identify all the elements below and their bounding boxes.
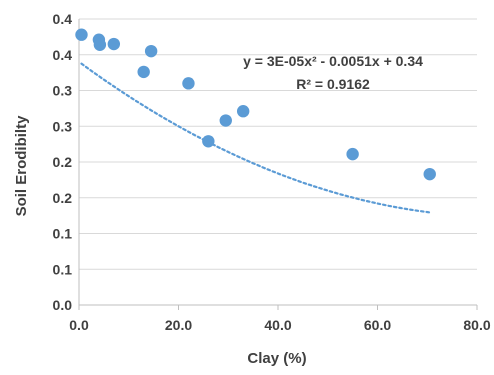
x-tick-label-4: 80.0 [463,317,490,333]
data-point-7 [202,135,215,148]
x-axis-title: Clay (%) [247,350,306,367]
gridlines [79,18,477,270]
data-point-10 [346,147,359,161]
axes [78,19,478,310]
data-point-0 [75,28,88,41]
y-tick-label-8: 0.4 [53,11,73,27]
y-tick-label-1: 0.1 [53,261,73,277]
data-point-6 [182,77,195,90]
trendline [80,62,431,214]
x-tick-label-2: 40.0 [264,317,291,333]
data-points [75,28,436,181]
y-tick-label-4: 0.2 [53,154,73,170]
y-tick-labels: 0.0 0.1 0.1 0.2 0.2 0.3 0.3 0.4 0.4 [53,11,73,313]
y-tick-label-6: 0.3 [53,83,73,99]
y-axis-title: Soil Erodibilty [13,115,30,216]
trendline-equation: y = 3E-05x² - 0.0051x + 0.34 [243,53,423,69]
data-point-8 [219,114,232,127]
y-tick-label-5: 0.3 [53,118,73,134]
y-tick-label-2: 0.1 [53,226,73,242]
data-point-11 [423,167,436,181]
x-tick-label-1: 20.0 [165,317,192,333]
y-tick-label-3: 0.2 [53,190,73,206]
y-tick-label-7: 0.4 [53,47,73,63]
y-tick-label-0: 0.0 [53,297,73,313]
data-point-3 [107,37,121,51]
data-point-9 [236,105,250,118]
x-tick-label-0: 0.0 [69,317,89,333]
data-point-2 [93,38,107,51]
data-point-5 [144,44,158,58]
x-tick-labels: 0.0 20.0 40.0 60.0 80.0 [69,317,491,333]
r-squared-label: R² = 0.9162 [296,76,370,92]
x-tick-label-3: 60.0 [364,317,391,333]
data-point-4 [137,65,150,79]
